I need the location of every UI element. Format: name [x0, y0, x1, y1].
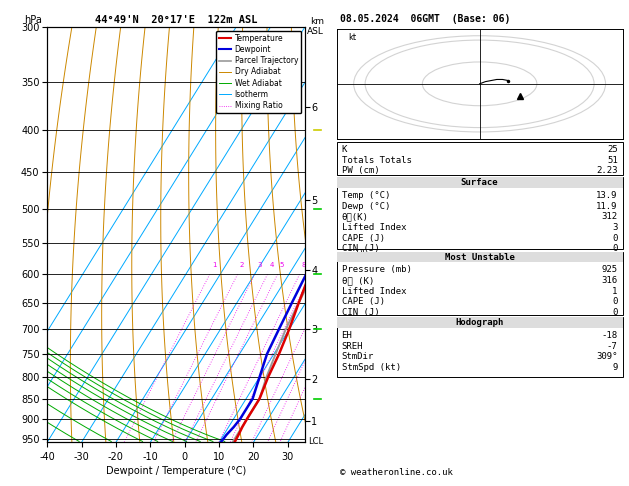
Text: 25: 25 [607, 145, 618, 154]
Y-axis label: Mixing Ratio (g/kg): Mixing Ratio (g/kg) [357, 191, 365, 278]
Text: θᴇ(K): θᴇ(K) [342, 212, 369, 222]
Text: Lifted Index: Lifted Index [342, 223, 406, 232]
Text: CIN (J): CIN (J) [342, 244, 379, 254]
Text: 8: 8 [302, 262, 306, 268]
Text: Hodograph: Hodograph [455, 318, 504, 327]
Text: 11.9: 11.9 [596, 202, 618, 211]
Text: K: K [342, 145, 347, 154]
Text: SREH: SREH [342, 342, 363, 351]
Text: CIN (J): CIN (J) [342, 308, 379, 317]
Text: 2.23: 2.23 [596, 166, 618, 175]
Text: Dewp (°C): Dewp (°C) [342, 202, 390, 211]
Text: 316: 316 [601, 276, 618, 285]
Text: PW (cm): PW (cm) [342, 166, 379, 175]
Text: Lifted Index: Lifted Index [342, 287, 406, 296]
Text: 312: 312 [601, 212, 618, 222]
Text: 0: 0 [612, 308, 618, 317]
Title: 44°49'N  20°17'E  122m ASL: 44°49'N 20°17'E 122m ASL [95, 15, 257, 25]
Text: StmSpd (kt): StmSpd (kt) [342, 363, 401, 372]
Text: 2: 2 [240, 262, 244, 268]
Text: 3: 3 [612, 223, 618, 232]
Text: -18: -18 [601, 331, 618, 340]
Text: 08.05.2024  06GMT  (Base: 06): 08.05.2024 06GMT (Base: 06) [340, 14, 510, 24]
Text: StmDir: StmDir [342, 352, 374, 362]
X-axis label: Dewpoint / Temperature (°C): Dewpoint / Temperature (°C) [106, 466, 246, 476]
Text: 925: 925 [601, 265, 618, 275]
Text: 0: 0 [612, 297, 618, 307]
Text: Most Unstable: Most Unstable [445, 253, 515, 261]
Text: 0: 0 [612, 234, 618, 243]
Text: 13.9: 13.9 [596, 191, 618, 200]
Text: Totals Totals: Totals Totals [342, 156, 411, 165]
Text: km
ASL: km ASL [307, 17, 324, 35]
Text: LCL: LCL [308, 437, 323, 446]
Text: 1: 1 [612, 287, 618, 296]
Text: EH: EH [342, 331, 352, 340]
Text: 9: 9 [612, 363, 618, 372]
Legend: Temperature, Dewpoint, Parcel Trajectory, Dry Adiabat, Wet Adiabat, Isotherm, Mi: Temperature, Dewpoint, Parcel Trajectory… [216, 31, 301, 113]
Text: CAPE (J): CAPE (J) [342, 297, 384, 307]
Text: θᴇ (K): θᴇ (K) [342, 276, 374, 285]
Text: 1: 1 [212, 262, 216, 268]
Text: 309°: 309° [596, 352, 618, 362]
Text: -7: -7 [607, 342, 618, 351]
Text: CAPE (J): CAPE (J) [342, 234, 384, 243]
Text: Pressure (mb): Pressure (mb) [342, 265, 411, 275]
Text: 4: 4 [270, 262, 274, 268]
Text: © weatheronline.co.uk: © weatheronline.co.uk [340, 468, 452, 477]
Text: kt: kt [348, 33, 356, 42]
Text: Temp (°C): Temp (°C) [342, 191, 390, 200]
Text: hPa: hPa [24, 15, 42, 25]
Text: Surface: Surface [461, 178, 498, 187]
Text: 51: 51 [607, 156, 618, 165]
Text: 0: 0 [612, 244, 618, 254]
Text: 5: 5 [280, 262, 284, 268]
Text: 3: 3 [257, 262, 262, 268]
